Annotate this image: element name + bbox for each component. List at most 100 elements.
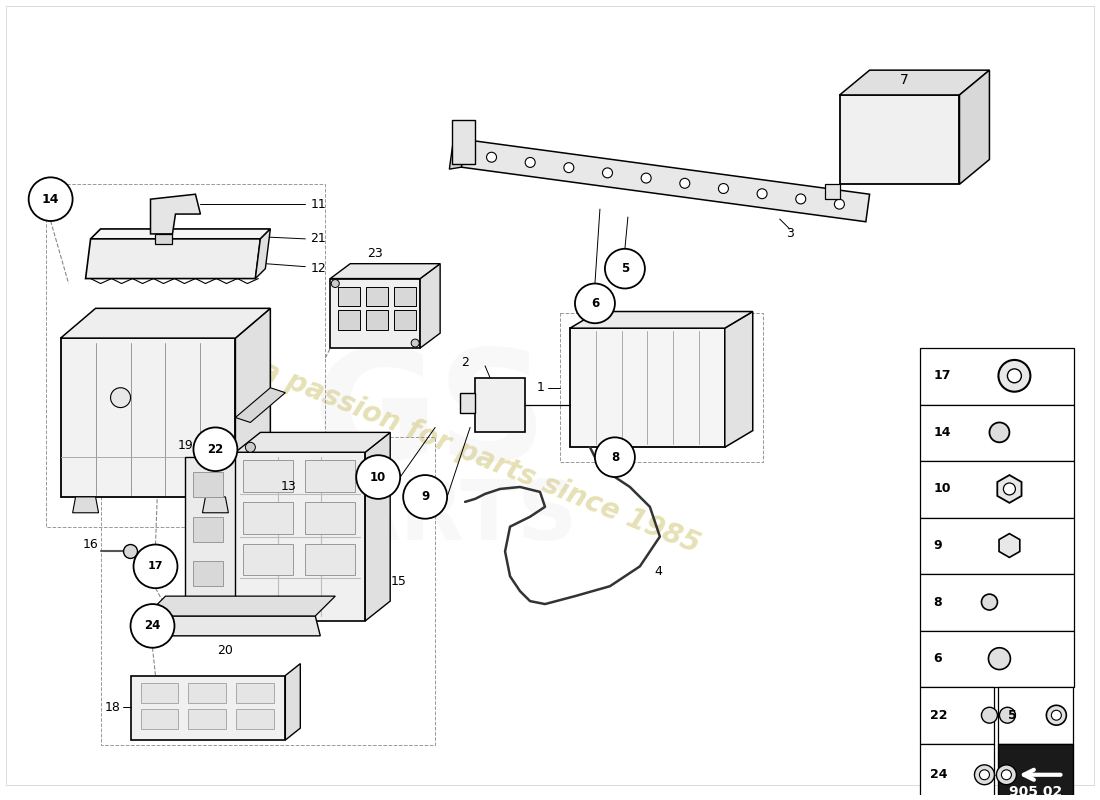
Text: 13: 13 bbox=[280, 481, 296, 494]
Bar bbox=[236, 710, 274, 729]
Circle shape bbox=[641, 173, 651, 183]
Text: 21: 21 bbox=[310, 232, 326, 246]
Polygon shape bbox=[330, 264, 440, 278]
Bar bbox=[141, 683, 178, 703]
Bar bbox=[999, 687, 1074, 744]
Text: 23: 23 bbox=[367, 247, 383, 260]
Text: 22: 22 bbox=[207, 442, 223, 456]
Polygon shape bbox=[155, 234, 173, 244]
Polygon shape bbox=[825, 184, 839, 199]
Polygon shape bbox=[725, 311, 752, 447]
Bar bbox=[188, 683, 227, 703]
Text: 10: 10 bbox=[370, 470, 386, 483]
Text: 15: 15 bbox=[390, 574, 406, 588]
Circle shape bbox=[356, 455, 400, 499]
Circle shape bbox=[989, 422, 1010, 442]
Circle shape bbox=[1052, 710, 1062, 720]
Circle shape bbox=[1008, 369, 1022, 382]
Polygon shape bbox=[460, 393, 475, 413]
Text: 1: 1 bbox=[537, 382, 544, 394]
Circle shape bbox=[486, 152, 496, 162]
Bar bbox=[100, 438, 436, 745]
Circle shape bbox=[1001, 770, 1011, 780]
Polygon shape bbox=[570, 328, 725, 447]
Circle shape bbox=[331, 279, 339, 287]
Circle shape bbox=[564, 162, 574, 173]
Polygon shape bbox=[186, 457, 235, 626]
Polygon shape bbox=[235, 452, 365, 621]
Circle shape bbox=[795, 194, 805, 204]
Circle shape bbox=[757, 189, 767, 198]
Circle shape bbox=[603, 168, 613, 178]
Polygon shape bbox=[73, 497, 99, 513]
Text: 9: 9 bbox=[934, 539, 942, 552]
Bar bbox=[920, 631, 1075, 687]
Bar bbox=[188, 710, 227, 729]
Polygon shape bbox=[145, 596, 336, 616]
Text: GS: GS bbox=[312, 343, 548, 492]
Circle shape bbox=[981, 594, 998, 610]
Polygon shape bbox=[255, 229, 271, 278]
Polygon shape bbox=[235, 432, 390, 452]
Circle shape bbox=[133, 545, 177, 588]
Circle shape bbox=[525, 158, 536, 167]
Polygon shape bbox=[461, 140, 870, 222]
Bar bbox=[560, 314, 762, 462]
Text: 3: 3 bbox=[785, 227, 793, 241]
Polygon shape bbox=[839, 95, 959, 184]
Circle shape bbox=[605, 249, 645, 289]
Circle shape bbox=[979, 770, 989, 780]
Text: 14: 14 bbox=[42, 193, 59, 206]
Text: 9: 9 bbox=[421, 490, 429, 503]
Text: 20: 20 bbox=[218, 644, 233, 658]
Circle shape bbox=[595, 438, 635, 477]
Polygon shape bbox=[365, 432, 390, 621]
Bar bbox=[920, 744, 994, 800]
Polygon shape bbox=[90, 229, 271, 239]
Bar bbox=[243, 460, 294, 492]
Text: 11: 11 bbox=[310, 198, 326, 210]
Text: 4: 4 bbox=[653, 565, 662, 578]
Circle shape bbox=[245, 442, 255, 452]
Circle shape bbox=[411, 339, 419, 347]
Bar bbox=[920, 348, 1075, 405]
Circle shape bbox=[404, 475, 447, 518]
Text: 5: 5 bbox=[1009, 709, 1018, 722]
Bar bbox=[920, 574, 1075, 631]
Text: 16: 16 bbox=[82, 538, 98, 551]
Bar bbox=[999, 744, 1074, 800]
Circle shape bbox=[123, 545, 138, 558]
Bar bbox=[45, 184, 326, 526]
Polygon shape bbox=[141, 616, 320, 636]
Circle shape bbox=[989, 648, 1011, 670]
Bar bbox=[194, 472, 223, 497]
Text: 17: 17 bbox=[147, 562, 163, 571]
Bar bbox=[194, 562, 223, 586]
Bar bbox=[339, 310, 360, 330]
Polygon shape bbox=[330, 278, 420, 348]
Bar bbox=[339, 286, 360, 306]
Polygon shape bbox=[998, 475, 1022, 503]
Bar bbox=[394, 310, 416, 330]
Circle shape bbox=[680, 178, 690, 188]
Circle shape bbox=[1000, 707, 1015, 723]
Polygon shape bbox=[999, 534, 1020, 558]
Circle shape bbox=[1003, 483, 1015, 495]
Polygon shape bbox=[452, 120, 475, 165]
Text: 8: 8 bbox=[934, 595, 942, 609]
Text: 8: 8 bbox=[610, 450, 619, 464]
Text: 19: 19 bbox=[177, 438, 194, 452]
Bar bbox=[366, 286, 388, 306]
Circle shape bbox=[29, 178, 73, 221]
Bar bbox=[394, 286, 416, 306]
Bar bbox=[920, 687, 994, 744]
Circle shape bbox=[718, 183, 728, 194]
Circle shape bbox=[131, 604, 175, 648]
Polygon shape bbox=[475, 378, 525, 432]
Circle shape bbox=[835, 199, 845, 209]
Polygon shape bbox=[450, 140, 465, 169]
Text: 5: 5 bbox=[620, 262, 629, 275]
Polygon shape bbox=[420, 264, 440, 348]
Polygon shape bbox=[131, 675, 285, 740]
Bar bbox=[243, 543, 294, 575]
